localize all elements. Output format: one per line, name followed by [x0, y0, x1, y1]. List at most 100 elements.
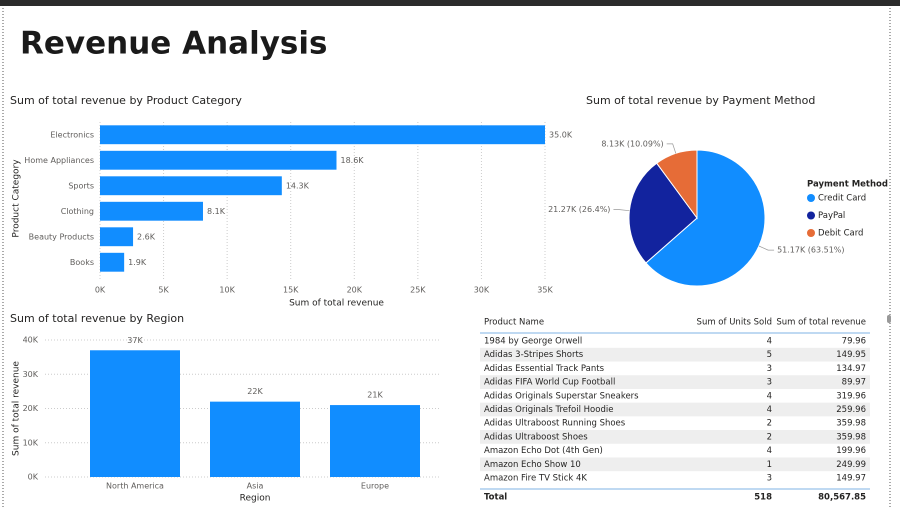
- data-label: 14.3K: [286, 181, 310, 190]
- x-tick-label: Asia: [247, 482, 264, 491]
- data-label: 21K: [367, 391, 383, 400]
- bar: [90, 350, 180, 477]
- pie-slice: [656, 149, 698, 220]
- table-cell: Adidas Essential Track Pants: [484, 364, 605, 374]
- chart-title: Sum of total revenue by Product Category: [10, 94, 242, 107]
- data-label: 22K: [247, 387, 263, 396]
- table-cell: 199.96: [836, 446, 866, 456]
- table-cell: 3: [767, 378, 772, 388]
- table-cell: Amazon Echo Dot (4th Gen): [484, 446, 603, 456]
- bar: [100, 201, 203, 221]
- x-tick-label: 5K: [158, 286, 169, 295]
- x-axis-label: Region: [240, 494, 271, 504]
- table-cell: 79.96: [842, 337, 866, 347]
- page-title: Revenue Analysis: [20, 26, 327, 62]
- table-cell: 2: [767, 432, 772, 442]
- table-cell: Adidas Ultraboost Shoes: [484, 432, 588, 442]
- table-cell: 2: [767, 419, 772, 429]
- table-header: Sum of Units Sold: [697, 318, 772, 328]
- x-tick-label: 35K: [537, 286, 553, 295]
- data-label: 35.0K: [549, 130, 573, 139]
- bar: [210, 401, 300, 477]
- x-tick-label: 10K: [219, 286, 235, 295]
- table-cell: Amazon Fire TV Stick 4K: [484, 474, 587, 484]
- leader-line: [666, 143, 677, 154]
- data-label: 2.6K: [137, 232, 156, 241]
- x-axis-label: Sum of total revenue: [289, 299, 384, 309]
- table-cell: 259.96: [836, 405, 866, 415]
- table-total: Total: [484, 493, 507, 503]
- row-band: [480, 375, 870, 389]
- bar: [100, 252, 125, 272]
- y-tick-label: 10K: [23, 438, 39, 447]
- legend-marker: [807, 194, 815, 202]
- scrollbar[interactable]: [887, 315, 891, 323]
- x-tick-label: 20K: [347, 286, 363, 295]
- legend-marker: [807, 211, 815, 220]
- table-cell: 4: [767, 446, 772, 456]
- x-tick-label: North America: [106, 482, 164, 491]
- table-cell: 4: [767, 391, 772, 401]
- row-band: [480, 457, 870, 472]
- y-tick-label: Home Appliances: [24, 156, 94, 165]
- bar: [100, 125, 545, 145]
- data-label: 1.9K: [128, 258, 147, 267]
- y-tick-label: Books: [70, 258, 94, 267]
- table-cell: 4: [767, 405, 772, 415]
- x-tick-label: 0K: [95, 286, 106, 295]
- data-label: 51.17K (63.51%): [777, 246, 844, 255]
- table-cell: 5: [767, 350, 772, 360]
- pie-slice: [645, 149, 766, 287]
- row-band: [480, 402, 870, 417]
- table-cell: 4: [767, 337, 772, 347]
- data-label: 37K: [127, 336, 143, 345]
- legend-title: Payment Method: [807, 180, 888, 190]
- table-cell: 1: [767, 460, 772, 470]
- legend-label: PayPal: [818, 211, 845, 221]
- legend-label: Credit Card: [818, 194, 866, 204]
- legend-label: Debit Card: [818, 229, 863, 239]
- table-header: Sum of total revenue: [776, 318, 866, 328]
- table-cell: Adidas Originals Superstar Sneakers: [484, 391, 639, 401]
- table-header: Product Name: [484, 318, 544, 328]
- y-axis-label: Product Category: [12, 159, 22, 238]
- table-cell: 319.96: [836, 391, 866, 401]
- y-tick-label: 0K: [28, 473, 39, 482]
- table-cell: 1984 by George Orwell: [484, 337, 582, 347]
- table-cell: Adidas Originals Trefoil Hoodie: [484, 405, 613, 415]
- table-cell: 359.98: [836, 419, 866, 429]
- chart-title: Sum of total revenue by Payment Method: [586, 94, 815, 107]
- x-tick-label: 15K: [283, 286, 299, 295]
- table-cell: 134.97: [836, 364, 866, 374]
- table-cell: 149.95: [836, 350, 866, 360]
- data-label: 21.27K (26.4%): [548, 205, 610, 214]
- x-tick-label: Europe: [361, 482, 389, 491]
- bar: [100, 227, 134, 247]
- chart-title: Sum of total revenue by Region: [10, 312, 184, 325]
- y-tick-label: 40K: [23, 336, 39, 345]
- x-tick-label: 25K: [410, 286, 426, 295]
- table-cell: Adidas Ultraboost Running Shoes: [484, 419, 626, 429]
- leader-line: [613, 209, 630, 212]
- x-tick-label: 30K: [474, 286, 490, 295]
- top-bar: [0, 0, 900, 6]
- table-cell: 3: [767, 474, 772, 484]
- bar: [100, 176, 282, 196]
- y-tick-label: 20K: [23, 404, 39, 413]
- row-band: [480, 347, 870, 362]
- leader-line: [758, 245, 775, 251]
- bar: [330, 405, 420, 477]
- y-tick-label: Electronics: [50, 130, 94, 139]
- table-cell: 249.99: [836, 460, 866, 470]
- table-cell: Adidas 3-Stripes Shorts: [484, 350, 584, 360]
- table-cell: 149.97: [836, 474, 866, 484]
- y-tick-label: 30K: [23, 370, 39, 379]
- pie-slice: [628, 162, 698, 264]
- table-total: 518: [754, 493, 772, 503]
- table-cell: Amazon Echo Show 10: [484, 460, 581, 470]
- data-label: 18.6K: [340, 156, 364, 165]
- row-band: [480, 430, 870, 444]
- table-cell: Adidas FIFA World Cup Football: [484, 378, 615, 388]
- y-axis-label: Sum of total revenue: [12, 361, 22, 456]
